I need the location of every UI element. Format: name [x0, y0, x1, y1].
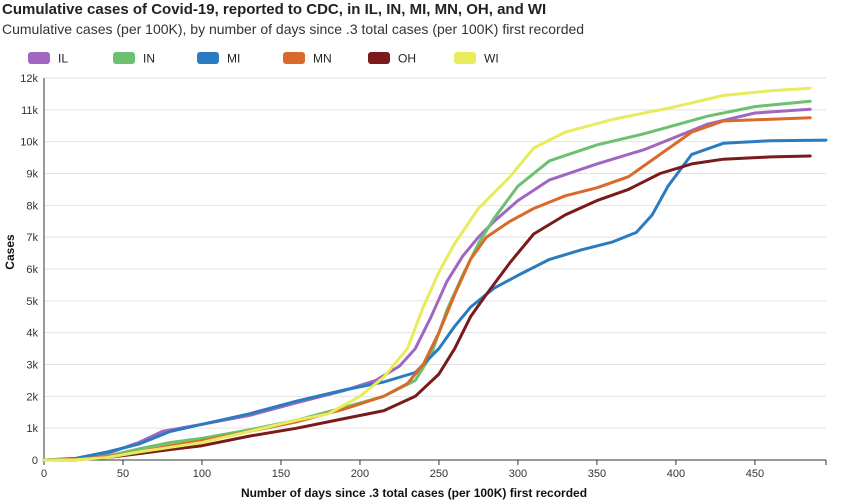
series-line-mi: [42, 138, 828, 462]
legend-swatch-il: [28, 52, 50, 64]
y-tick-label: 10k: [20, 137, 38, 149]
legend-label-mn: MN: [313, 52, 332, 66]
chart-title: Cumulative cases of Covid-19, reported t…: [2, 1, 547, 18]
legend-swatch-mi: [197, 52, 219, 64]
y-tick-label: 12k: [20, 73, 38, 85]
y-tick-label: 0: [32, 455, 38, 467]
series-line-il: [42, 107, 812, 462]
legend-swatch-mn: [283, 52, 305, 64]
legend-label-il: IL: [58, 52, 68, 66]
series-line-wi: [42, 86, 812, 462]
x-tick-label: 350: [588, 468, 606, 480]
grid-lines: [44, 77, 826, 429]
series-line-in: [42, 99, 812, 462]
x-tick-label: 200: [351, 468, 369, 480]
y-tick-label: 5k: [26, 296, 38, 308]
y-tick-label: 4k: [26, 328, 38, 340]
x-tick-label: 50: [117, 468, 129, 480]
legend-label-mi: MI: [227, 52, 240, 66]
x-tick-label: 400: [667, 468, 685, 480]
y-tick-label: 6k: [26, 264, 38, 276]
legend-swatch-oh: [368, 52, 390, 64]
y-tick-label: 8k: [26, 200, 38, 212]
x-axis-label: Number of days since .3 total cases (per…: [241, 486, 587, 500]
x-tick-label: 100: [193, 468, 211, 480]
x-tick-label: 300: [509, 468, 527, 480]
y-tick-label: 2k: [26, 391, 38, 403]
legend-label-wi: WI: [484, 52, 499, 66]
series-lines: [42, 86, 828, 462]
y-tick-label: 1k: [26, 423, 38, 435]
legend-label-oh: OH: [398, 52, 416, 66]
series-line-mn: [42, 116, 812, 462]
legend-swatch-in: [113, 52, 135, 64]
x-tick-label: 450: [746, 468, 764, 480]
y-tick-label: 3k: [26, 360, 38, 372]
series-line-oh: [42, 154, 812, 462]
axes: 0 1k 2k 3k 4k 5k 6k 7k 8k 9k 10k 11k 12k 0 50 100 150 200…: [20, 73, 827, 480]
legend: IL IN MI MN OH WI: [28, 52, 499, 66]
chart-subtitle: Cumulative cases (per 100K), by number o…: [2, 21, 585, 37]
x-tick-label: 150: [272, 468, 290, 480]
legend-swatch-wi: [454, 52, 476, 64]
y-axis-label: Cases: [3, 234, 17, 270]
x-tick-label: 0: [41, 468, 47, 480]
legend-label-in: IN: [143, 52, 155, 66]
x-tick-label: 250: [430, 468, 448, 480]
y-tick-label: 9k: [26, 169, 38, 181]
y-tick-label: 11k: [21, 105, 38, 117]
y-tick-label: 7k: [26, 232, 38, 244]
